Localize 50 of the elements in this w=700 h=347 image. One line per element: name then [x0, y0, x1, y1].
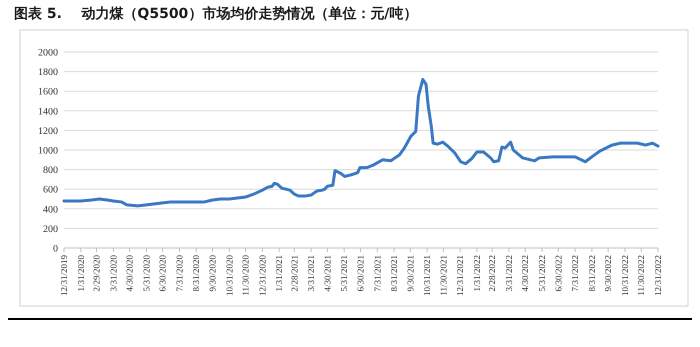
- x-tick-label: 9/30/2021: [405, 255, 416, 292]
- x-tick-label: 12/31/2021: [455, 255, 466, 296]
- x-tick-label: 7/31/2020: [174, 254, 184, 292]
- y-tick-label: 600: [43, 184, 58, 196]
- x-tick-label: 3/31/2022: [504, 255, 514, 292]
- x-tick-label: 3/31/2020: [108, 254, 118, 292]
- x-tick-label: 4/30/2021: [322, 255, 332, 292]
- y-tick-label: 1600: [38, 86, 58, 98]
- x-tick-label: 2/29/2020: [92, 254, 102, 292]
- x-tick-label: 10/31/2022: [620, 255, 630, 296]
- x-tick-label: 12/31/2022: [653, 255, 663, 296]
- x-tick-label: 11/30/2021: [438, 255, 448, 296]
- x-tick-label: 1/31/2020: [76, 254, 86, 292]
- x-tick-label: 5/31/2021: [339, 255, 350, 292]
- x-tick-label: 11/30/2020: [240, 254, 251, 296]
- x-tick-label: 1/31/2021: [274, 255, 284, 292]
- x-tick-label: 11/30/2022: [636, 255, 646, 296]
- x-tick-label: 5/31/2022: [537, 255, 548, 292]
- x-tick-label: 10/31/2020: [224, 254, 234, 296]
- x-tick-label: 12/31/2020: [257, 254, 268, 296]
- y-tick-label: 1400: [38, 106, 58, 118]
- y-tick-label: 2000: [38, 48, 58, 58]
- x-tick-label: 6/30/2022: [553, 255, 564, 292]
- y-tick-label: 800: [43, 165, 58, 176]
- y-tick-label: 0: [53, 244, 58, 254]
- x-tick-label: 9/30/2022: [603, 255, 614, 292]
- x-tick-label: 9/30/2020: [208, 254, 218, 292]
- x-tick-label: 8/31/2022: [586, 255, 597, 292]
- x-tick-label: 5/31/2020: [141, 254, 152, 292]
- x-tick-label: 8/31/2021: [389, 255, 400, 292]
- x-tick-label: 7/31/2022: [570, 255, 580, 292]
- x-tick-label: 10/31/2021: [422, 255, 432, 296]
- y-tick-label: 1800: [38, 67, 58, 78]
- x-tick-label: 8/31/2020: [191, 254, 202, 292]
- x-tick-label: 7/31/2021: [372, 255, 382, 292]
- x-tick-label: 6/30/2020: [158, 254, 168, 292]
- x-tick-label: 6/30/2021: [355, 255, 366, 292]
- x-tick-label: 12/31/2019: [59, 254, 69, 296]
- y-tick-label: 1000: [38, 146, 58, 156]
- x-tick-label: 4/30/2022: [520, 255, 530, 292]
- x-tick-label: 4/30/2020: [124, 254, 135, 292]
- y-tick-label: 1200: [38, 126, 58, 137]
- x-tick-label: 3/31/2021: [306, 255, 316, 292]
- line-series: [62, 78, 660, 208]
- chart-title: 图表 5. 动力煤（Q5500）市场均价走势情况（单位：元/吨）: [14, 5, 418, 22]
- x-tick-label: 1/31/2022: [472, 255, 482, 292]
- y-tick-label: 200: [43, 224, 58, 235]
- y-tick-label: 400: [43, 204, 58, 216]
- x-tick-label: 2/28/2022: [487, 255, 498, 292]
- x-tick-label: 2/28/2021: [289, 255, 300, 292]
